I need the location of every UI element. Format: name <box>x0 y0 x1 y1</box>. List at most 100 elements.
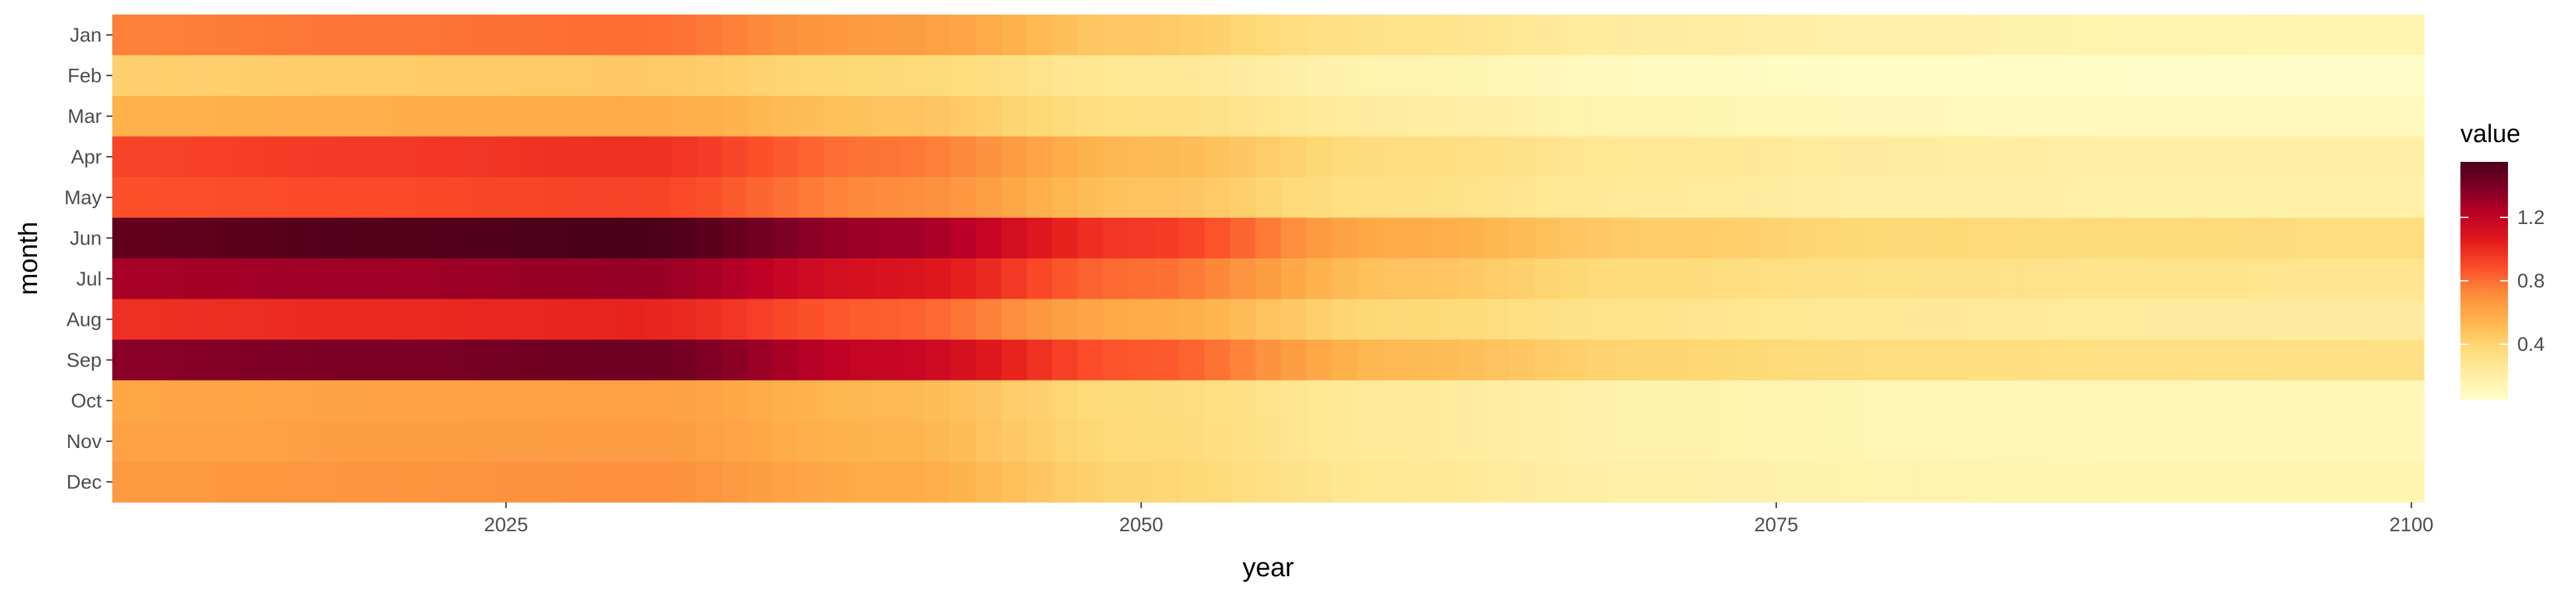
heatmap-cell <box>1915 55 1942 96</box>
heatmap-cell <box>1026 380 1053 422</box>
heatmap-cell <box>1026 177 1053 219</box>
heatmap-cell <box>519 258 545 300</box>
heatmap-cell <box>2221 136 2247 178</box>
heatmap-cell <box>1865 15 1891 56</box>
heatmap-cell <box>1840 177 1866 219</box>
heatmap-cell <box>290 96 316 137</box>
heatmap-cell <box>1204 217 1231 259</box>
heatmap-cell <box>1433 421 1460 463</box>
heatmap-cell <box>341 340 367 381</box>
heatmap-cell <box>417 461 443 503</box>
heatmap-cell <box>1382 136 1409 178</box>
heatmap-cell <box>1509 96 1536 137</box>
heatmap-cell <box>493 258 519 300</box>
heatmap-cell <box>2297 15 2323 56</box>
heatmap-cell <box>1255 96 1281 137</box>
heatmap-cell <box>900 15 926 56</box>
heatmap-cell <box>722 177 748 219</box>
heatmap-cell <box>1052 299 1079 340</box>
heatmap-cell <box>2119 421 2145 463</box>
heatmap-cell <box>1255 15 1281 56</box>
y-tick-label: Mar <box>67 106 102 128</box>
heatmap-cell <box>849 15 875 56</box>
heatmap-cell <box>849 177 875 219</box>
heatmap-cell <box>1281 96 1307 137</box>
heatmap-cell <box>468 96 494 137</box>
heatmap-cell <box>1332 340 1358 381</box>
heatmap-cell <box>1662 96 1688 137</box>
heatmap-cell <box>1966 258 1993 300</box>
heatmap-cell <box>112 136 139 178</box>
heatmap-cell <box>594 136 621 178</box>
heatmap-cell <box>900 177 926 219</box>
heatmap-cell <box>417 299 443 340</box>
heatmap-cell <box>2068 136 2094 178</box>
heatmap-cell <box>2144 380 2170 422</box>
heatmap-cell <box>213 136 240 178</box>
heatmap-cell <box>1204 380 1231 422</box>
heatmap-cell <box>1382 96 1409 137</box>
heatmap-cell <box>874 258 900 300</box>
heatmap-cell <box>1052 421 1079 463</box>
heatmap-cell <box>1357 96 1383 137</box>
heatmap-cell <box>976 340 1002 381</box>
heatmap-cell <box>1179 421 1205 463</box>
heatmap-cell <box>1433 15 1460 56</box>
heatmap-cell <box>1433 380 1460 422</box>
heatmap-cell <box>1738 299 1764 340</box>
heatmap-cell <box>239 461 266 503</box>
heatmap-cell <box>1026 299 1053 340</box>
heatmap-cell <box>162 421 189 463</box>
heatmap-cell <box>1230 299 1256 340</box>
heatmap-cell <box>874 96 900 137</box>
heatmap-cell <box>2094 96 2120 137</box>
heatmap-cell <box>1179 136 1205 178</box>
heatmap-cell <box>747 380 773 422</box>
heatmap-cell <box>366 177 392 219</box>
heatmap-cell <box>1865 340 1891 381</box>
heatmap-cell <box>1865 258 1891 300</box>
heatmap-cell <box>1001 461 1028 503</box>
heatmap-cell <box>1966 15 1993 56</box>
heatmap-cell <box>239 136 266 178</box>
heatmap-cell <box>544 136 570 178</box>
heatmap-cell <box>1408 380 1434 422</box>
heatmap-cell <box>1915 340 1942 381</box>
heatmap-cell <box>1534 340 1561 381</box>
heatmap-cell <box>594 55 621 96</box>
heatmap-cell <box>1814 55 1840 96</box>
heatmap-cell <box>1915 299 1942 340</box>
heatmap-cell <box>1840 96 1866 137</box>
heatmap-cell <box>1433 217 1460 259</box>
heatmap-cell <box>1179 380 1205 422</box>
heatmap-cell <box>2144 299 2170 340</box>
y-tick-label: Oct <box>71 390 102 412</box>
heatmap-cell <box>1611 258 1637 300</box>
heatmap-cell <box>2322 15 2349 56</box>
heatmap-cell <box>1789 258 1815 300</box>
heatmap-cell <box>1204 299 1231 340</box>
heatmap-cell <box>2246 96 2272 137</box>
heatmap-cell <box>1103 96 1129 137</box>
heatmap-cell <box>1103 421 1129 463</box>
heatmap-cell <box>290 177 316 219</box>
heatmap-cell <box>2017 96 2044 137</box>
heatmap-cell <box>1306 380 1332 422</box>
heatmap-cell <box>213 421 240 463</box>
heatmap-cell <box>645 258 672 300</box>
heatmap-cell <box>2170 461 2196 503</box>
heatmap-cell <box>798 380 824 422</box>
heatmap-cell <box>2144 15 2170 56</box>
heatmap-cell <box>264 340 291 381</box>
heatmap-cell <box>798 96 824 137</box>
heatmap-cell <box>493 340 519 381</box>
heatmap-cell <box>1408 421 1434 463</box>
heatmap-cell <box>213 299 240 340</box>
heatmap-cell <box>2373 55 2400 96</box>
heatmap-cell <box>1713 258 1739 300</box>
heatmap-cell <box>1281 421 1307 463</box>
heatmap-cell <box>417 96 443 137</box>
heatmap-cell <box>1814 340 1840 381</box>
heatmap-cell <box>1764 217 1790 259</box>
heatmap-cell <box>2272 421 2298 463</box>
